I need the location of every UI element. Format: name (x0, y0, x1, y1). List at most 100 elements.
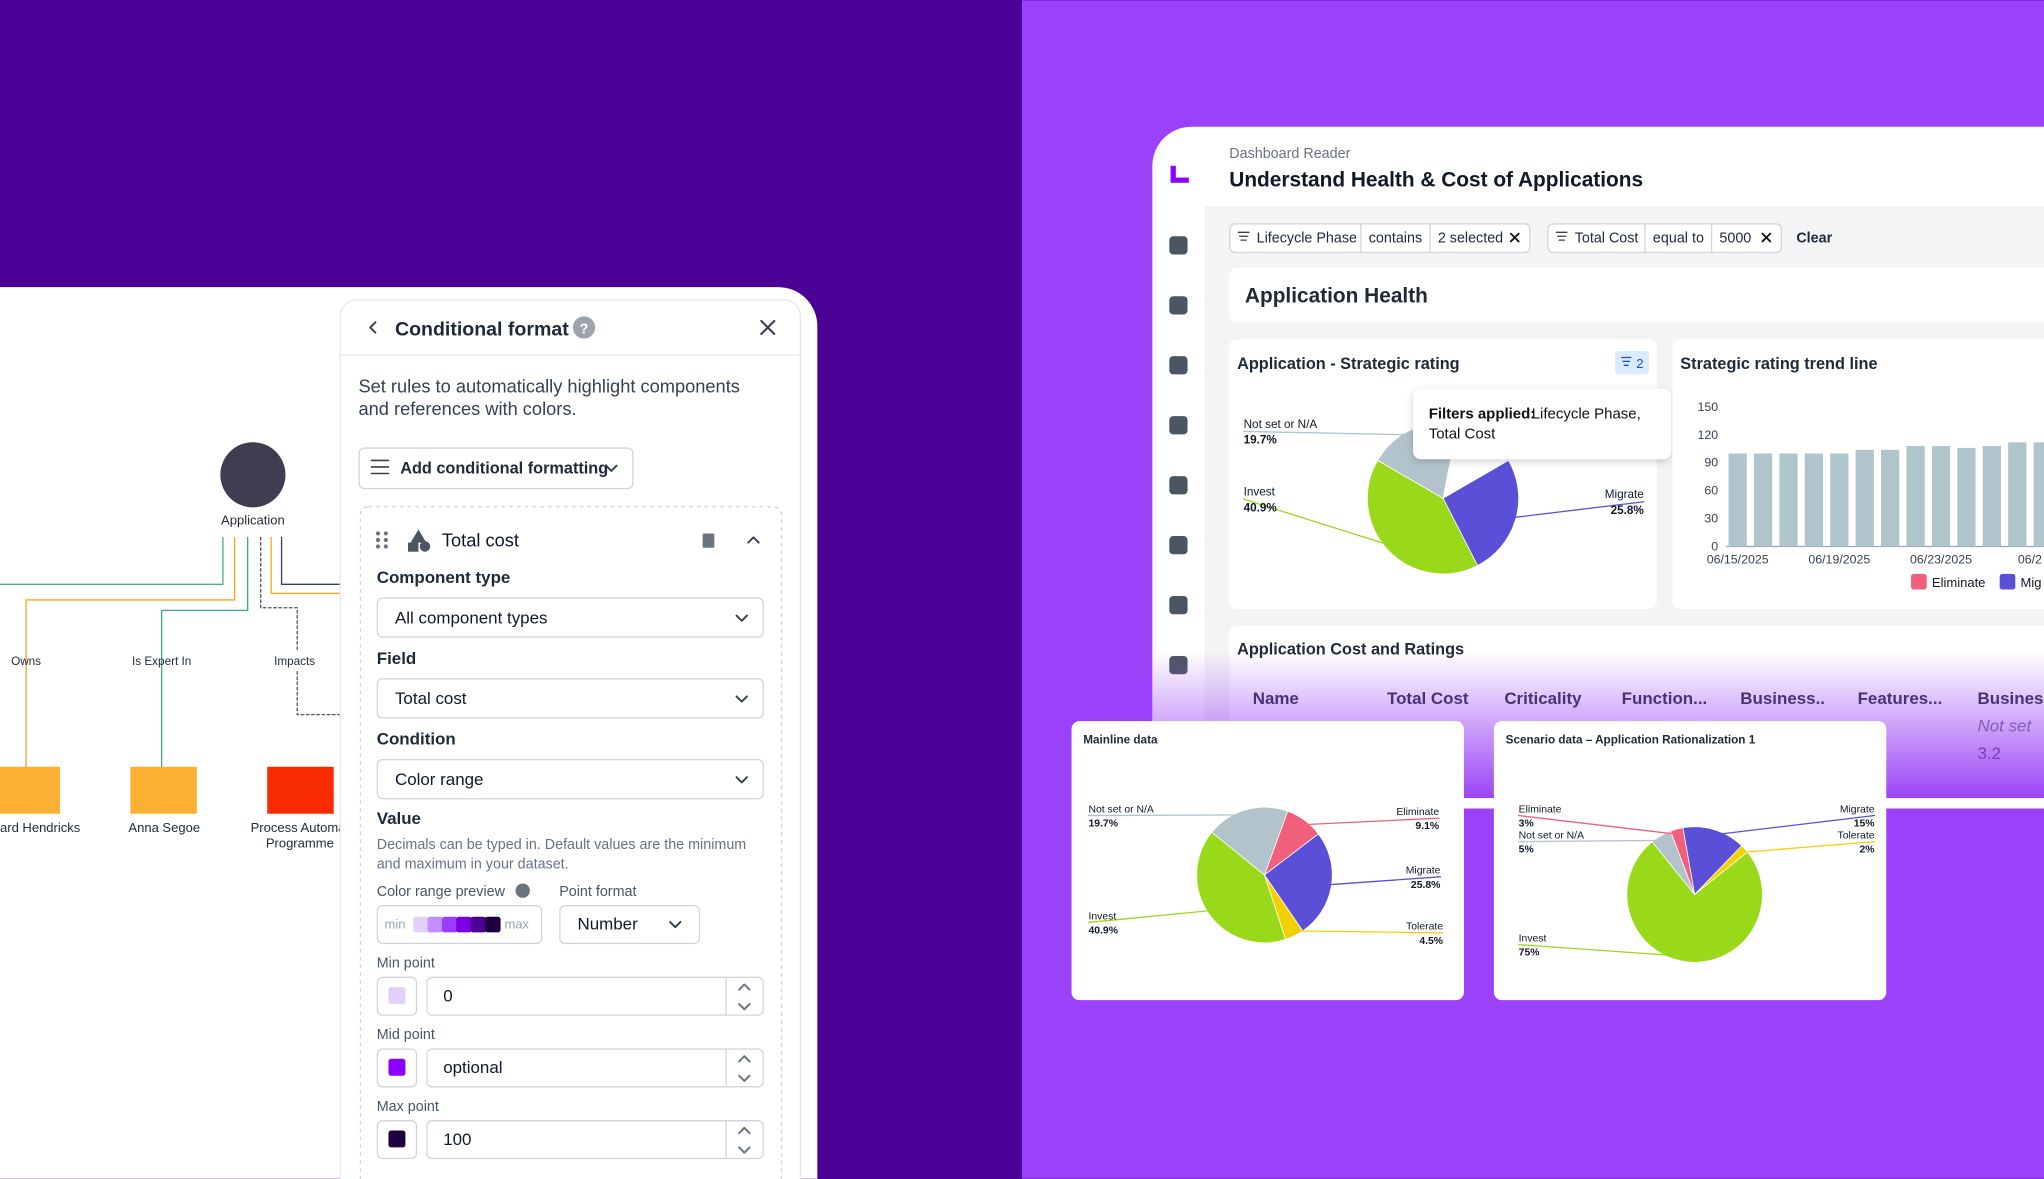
drag-handle (383, 544, 388, 549)
slice-value: 3% (1519, 818, 1534, 829)
clear-button[interactable]: Clear (1796, 231, 1832, 247)
slice-value: 5% (1519, 845, 1534, 856)
bar (1881, 449, 1900, 547)
filter-value[interactable]: 2 selected (1438, 231, 1503, 247)
bar (1728, 453, 1747, 547)
field-label: Min point (377, 956, 435, 972)
card-title: Application - Strategic rating (1237, 355, 1460, 373)
select[interactable] (376, 597, 764, 638)
node-label: Process Automat (251, 820, 350, 835)
input-value[interactable]: 0 (443, 986, 452, 1005)
slice-value: 15% (1854, 818, 1875, 829)
pie-slice (1211, 806, 1289, 876)
color-swatch (388, 1130, 406, 1148)
slice-label: Not set or N/A (1244, 418, 1318, 431)
chevron-icon (669, 920, 682, 929)
select-value[interactable]: Color range (395, 770, 484, 789)
chevron-icon (735, 776, 748, 784)
chevron-icon (738, 1126, 751, 1135)
chevron-icon (738, 983, 751, 991)
add-button[interactable] (358, 447, 634, 490)
nav-icon[interactable] (1169, 296, 1188, 315)
drag-handle (375, 537, 381, 543)
input-value[interactable]: 100 (443, 1130, 471, 1149)
info-icon (515, 883, 530, 898)
relation-line (25, 536, 236, 771)
relation-line (270, 536, 343, 595)
field-label: Point format (559, 884, 636, 900)
nav-icon[interactable] (1169, 476, 1188, 495)
nav-icon[interactable] (1169, 596, 1188, 615)
slice-value: 9.1% (1415, 821, 1439, 832)
color-swatch (427, 916, 444, 933)
preview-max: max (504, 916, 529, 931)
panel-title: Conditional format (395, 318, 569, 340)
nav-icon[interactable] (1169, 236, 1188, 255)
bar (1753, 453, 1773, 547)
breadcrumb: Dashboard Reader (1229, 146, 1350, 162)
filter-op[interactable]: equal to (1653, 231, 1704, 247)
bar (1855, 449, 1874, 547)
color-swatch (484, 916, 501, 933)
filter-chip[interactable] (1229, 223, 1531, 254)
target-node (267, 766, 334, 814)
help-icon-text[interactable]: ? (580, 321, 589, 337)
slice-value: 19.7% (1244, 434, 1278, 447)
legend-label: Eliminate (1932, 575, 1986, 590)
filter-badge[interactable] (1615, 350, 1650, 375)
drag-handle (375, 531, 381, 536)
bar (1931, 446, 1951, 547)
node-label: Anna Segoe (128, 820, 200, 835)
select[interactable] (376, 758, 764, 800)
pie-slice (1626, 841, 1763, 963)
relation-line (0, 536, 224, 585)
input-value[interactable]: optional (443, 1058, 502, 1077)
y-tick-label: 30 (1704, 511, 1718, 525)
slice-value: 4.5% (1419, 936, 1443, 947)
select-value[interactable]: Total cost (395, 689, 467, 708)
tooltip-text: Lifecycle Phase, (1532, 406, 1641, 423)
select-value[interactable]: Number (577, 915, 638, 934)
filter-field[interactable]: Lifecycle Phase (1257, 231, 1357, 247)
nav-icon[interactable] (1169, 536, 1188, 555)
filter-value[interactable]: 5000 (1719, 231, 1751, 247)
slice-value: 19.7% (1088, 818, 1118, 829)
leader-line (1325, 876, 1442, 886)
edge-label: Is Expert In (132, 655, 191, 668)
slice-label: Eliminate (1519, 804, 1562, 815)
slice-value: 75% (1519, 948, 1540, 959)
chevron-icon (605, 464, 618, 472)
bar (2033, 442, 2044, 547)
target-node (130, 766, 197, 814)
filter-field[interactable]: Total Cost (1575, 231, 1639, 247)
select-value[interactable]: All component types (395, 608, 548, 627)
badge-count[interactable]: 2 (1636, 356, 1643, 371)
nav-icon[interactable] (1169, 416, 1188, 435)
color-swatch (470, 916, 487, 933)
relation-line (296, 670, 343, 716)
number-input[interactable] (426, 976, 764, 1016)
nav-icon[interactable] (1169, 356, 1188, 375)
number-input[interactable] (426, 1048, 764, 1088)
drag-handle (375, 544, 381, 549)
node-label: Programme (266, 836, 334, 851)
relation-line (260, 536, 298, 653)
field-label: Condition (377, 730, 456, 749)
button-text[interactable]: Add conditional formatting (400, 459, 608, 477)
leader-line (1291, 930, 1444, 934)
filter-op[interactable]: contains (1369, 231, 1422, 247)
filter-chip[interactable] (1547, 223, 1782, 254)
bar (1830, 453, 1849, 547)
description: and references with colors. (358, 398, 576, 419)
number-input[interactable] (426, 1120, 764, 1160)
description: Set rules to automatically highlight com… (358, 376, 739, 397)
bar (1982, 446, 2001, 547)
select[interactable] (559, 904, 701, 945)
card-title: Mainline data (1083, 733, 1158, 746)
select[interactable] (376, 678, 764, 719)
logo (1170, 177, 1189, 183)
chevron-icon (735, 614, 748, 622)
delete-icon[interactable] (702, 533, 715, 548)
